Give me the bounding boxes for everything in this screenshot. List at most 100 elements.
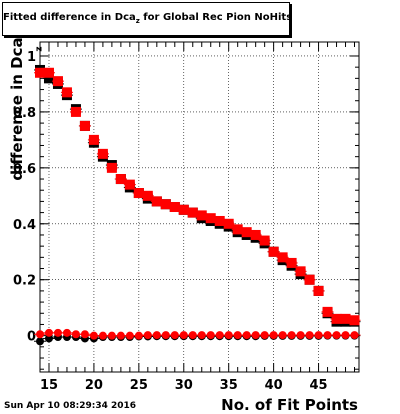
chart-title: Fitted difference in Dcaz for Global Rec… xyxy=(3,12,293,25)
data-point-square xyxy=(295,266,306,277)
data-point-square xyxy=(349,315,360,326)
title-prefix: Fitted difference in Dca xyxy=(3,12,136,23)
x-tick-label: 40 xyxy=(265,378,283,393)
data-point-square xyxy=(187,207,198,218)
data-point-circle xyxy=(36,337,44,346)
data-point-circle xyxy=(116,331,125,340)
data-point-circle xyxy=(224,331,233,340)
data-point-square xyxy=(304,274,315,285)
data-point-square xyxy=(331,313,342,324)
x-tick-label: 25 xyxy=(130,378,148,393)
data-point-circle xyxy=(323,331,332,340)
data-point-circle xyxy=(269,331,278,340)
data-point-circle xyxy=(260,331,269,340)
title-subscript: z xyxy=(135,17,140,25)
data-point-circle xyxy=(143,331,152,340)
data-point-square xyxy=(79,120,90,131)
data-point-circle xyxy=(161,331,170,340)
data-point-circle xyxy=(350,331,359,340)
data-point-circle xyxy=(332,331,341,340)
data-point-circle xyxy=(305,331,314,340)
data-point-square xyxy=(97,148,108,159)
y-tick-label: 0.2 xyxy=(13,274,36,289)
data-point-square xyxy=(250,229,261,240)
data-point-square xyxy=(160,199,171,210)
data-points xyxy=(34,64,361,346)
data-point-square xyxy=(241,227,252,238)
series-0 xyxy=(34,64,361,327)
data-point-circle xyxy=(80,330,89,339)
y-tick-label: 0.8 xyxy=(13,106,36,121)
title-suffix: for Global Rec Pion NoHits xyxy=(139,12,293,23)
series-1 xyxy=(34,67,361,326)
data-point-square xyxy=(178,204,189,215)
data-point-square xyxy=(214,215,225,226)
datestamp: Sun Apr 10 08:29:34 2016 xyxy=(4,401,137,411)
y-axis-label-subscript: z xyxy=(34,46,45,52)
data-point-square xyxy=(277,252,288,263)
data-point-circle xyxy=(125,331,134,340)
data-point-circle xyxy=(251,331,260,340)
data-point-square xyxy=(322,306,333,317)
x-tick-label: 15 xyxy=(40,378,58,393)
data-point-circle xyxy=(170,331,179,340)
series-3 xyxy=(34,328,361,340)
data-point-square xyxy=(43,67,54,78)
data-point-circle xyxy=(53,328,62,337)
data-point-square xyxy=(43,73,54,84)
title-box: Fitted difference in Dcaz for Global Rec… xyxy=(2,2,293,36)
data-point-square xyxy=(52,76,63,87)
data-point-circle xyxy=(62,328,71,337)
data-point-circle xyxy=(152,331,161,340)
data-point-circle xyxy=(98,331,107,340)
data-point-square xyxy=(268,246,279,257)
grid-lines xyxy=(40,42,359,372)
data-point-square xyxy=(232,224,243,235)
y-tick-label: 0.6 xyxy=(13,162,36,177)
data-point-circle xyxy=(215,331,224,340)
data-point-square xyxy=(223,218,234,229)
data-point-circle xyxy=(341,331,350,340)
data-point-circle xyxy=(197,331,206,340)
data-point-square xyxy=(340,313,351,324)
data-point-square xyxy=(259,235,270,246)
data-point-circle xyxy=(44,328,53,337)
data-point-circle xyxy=(188,331,197,340)
data-point-square xyxy=(35,67,45,78)
data-point-circle xyxy=(179,331,188,340)
y-tick-label: 1 xyxy=(27,50,36,65)
data-point-square xyxy=(133,188,144,199)
data-point-square xyxy=(88,134,99,145)
y-axis-label: difference in Dca xyxy=(8,37,26,181)
data-point-circle xyxy=(296,331,305,340)
data-point-circle xyxy=(278,331,287,340)
data-point-circle xyxy=(233,331,242,340)
data-point-square xyxy=(115,174,126,185)
y-tick-label: 0.4 xyxy=(13,218,36,233)
data-point-square xyxy=(205,213,216,224)
data-point-circle xyxy=(89,331,98,340)
data-point-circle xyxy=(242,331,251,340)
data-point-circle xyxy=(44,334,53,343)
data-point-circle xyxy=(134,331,143,340)
x-tick-label: 30 xyxy=(175,378,193,393)
data-point-circle xyxy=(206,331,215,340)
data-point-circle xyxy=(36,330,44,339)
data-point-square xyxy=(196,210,207,221)
data-point-square xyxy=(151,196,162,207)
plot-frame xyxy=(39,41,360,373)
y-tick-label: 0 xyxy=(27,330,36,345)
data-point-square xyxy=(106,162,117,173)
data-point-circle xyxy=(287,331,296,340)
x-axis-label: No. of Fit Points xyxy=(221,396,358,414)
data-point-square xyxy=(313,285,324,296)
data-point-square xyxy=(70,106,81,117)
data-point-square xyxy=(286,257,297,268)
data-point-square xyxy=(124,179,135,190)
x-tick-label: 35 xyxy=(220,378,238,393)
data-point-square xyxy=(61,87,72,98)
data-point-circle xyxy=(314,331,323,340)
x-tick-label: 20 xyxy=(85,378,103,393)
data-point-circle xyxy=(107,331,116,340)
